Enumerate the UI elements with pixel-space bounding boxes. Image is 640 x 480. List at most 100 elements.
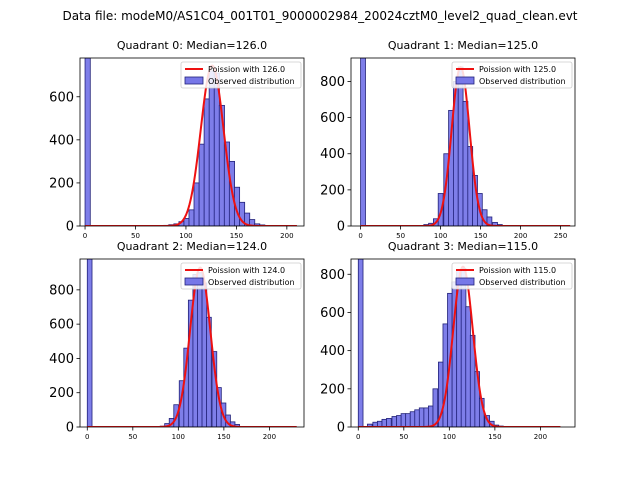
y-tick-label: 800 [49,283,74,298]
y-tick-label: 200 [49,386,74,401]
y-tick-label: 600 [320,111,345,126]
x-tick-label: 50 [131,232,140,240]
subplot-grid: 0 50 100 150 200 0 200 400 600 Quadrant 0: Median… [49,39,576,441]
histogram-bar [381,418,388,427]
legend-box [180,61,302,89]
subplot-title: Quadrant 2: Median=124.0 [117,240,267,253]
plot-area [357,259,561,427]
y-tick-label: 600 [49,90,74,105]
x-tick-label: 250 [554,232,567,240]
histogram-bar [400,413,407,427]
y-tick-label: 400 [320,344,345,359]
legend-bar-swatch [455,76,475,85]
subplot-quadrant-3: 0 50 100 150 200 0 200 400 600 800 Quadrant 3: Med… [320,240,576,441]
plot-area [84,58,297,226]
x-tick-label: 150 [217,433,230,441]
histogram-bar [396,415,402,427]
legend-label: Observed distribution [208,278,295,287]
histogram-bar [84,58,91,226]
x-tick-label: 100 [172,433,185,441]
histogram-bar [360,58,366,226]
x-tick-label: 150 [230,232,243,240]
histogram-bar [460,268,467,427]
axes-frame [350,258,576,428]
x-tick-label: 100 [434,232,447,240]
y-tick-label: 0 [337,220,345,235]
subplot-title: Quadrant 0: Median=126.0 [117,39,267,52]
subplot-title: Quadrant 3: Median=115.0 [388,240,538,253]
y-tick-label: 200 [320,183,345,198]
legend-box [451,61,573,89]
y-tick-label: 800 [320,75,345,90]
axes-frame [79,57,305,227]
legend-label: Poission with 126.0 [208,65,285,74]
poisson-curve [87,266,297,427]
y-tick-label: 0 [337,421,345,436]
legend-label: Observed distribution [208,77,295,86]
histogram-bar [201,282,208,427]
subplot-quadrant-0: 0 50 100 150 200 0 200 400 600 Quadrant 0: Median… [49,39,305,240]
subplot-title: Quadrant 1: Median=125.0 [388,39,538,52]
y-tick-label: 600 [49,318,74,333]
legend-bar-swatch [455,277,475,286]
legend: Poission with 126.0 Observed distribution [180,61,302,89]
poisson-curve [85,64,297,226]
histogram-bar [183,218,190,226]
histogram-bar [86,259,93,427]
axes-frame [350,57,576,227]
x-tick-label: 0 [358,232,362,240]
histogram-bar [414,409,420,427]
x-tick-label: 50 [399,433,408,441]
y-tick-label: 200 [49,176,74,191]
histogram-bar [442,323,449,427]
x-tick-label: 200 [263,433,276,441]
x-tick-label: 200 [534,433,547,441]
histogram-bar [486,216,493,226]
histogram-bar [405,413,411,427]
y-tick-label: 400 [49,352,74,367]
histogram-bar [423,407,429,427]
histogram-bar [427,405,434,427]
x-tick-label: 150 [474,232,487,240]
histogram-bar [409,411,416,427]
legend: Poission with 124.0 Observed distribution [180,262,302,290]
legend-bar-swatch [184,277,204,286]
histogram-bar [208,70,215,226]
legend-label: Poission with 124.0 [208,266,285,275]
x-tick-label: 200 [514,232,527,240]
y-tick-label: 600 [320,306,345,321]
legend-box [180,262,302,290]
y-tick-label: 0 [66,220,74,235]
y-tick-label: 400 [320,147,345,162]
figure-title: Data file: modeM0/AS1C04_001T01_90000029… [62,9,577,23]
histogram-bar [357,259,364,427]
y-tick-label: 400 [49,133,74,148]
legend-label: Poission with 115.0 [479,266,556,275]
x-tick-label: 50 [128,433,137,441]
histogram-bar [197,272,203,427]
y-tick-label: 200 [320,382,345,397]
subplot-quadrant-1: 0 50 100 150 200 250 0 200 400 600 800 Quadrant 1: … [320,39,576,240]
legend: Poission with 125.0 Observed distribution [451,61,573,89]
legend-label: Observed distribution [479,77,566,86]
axes-frame [79,258,305,428]
x-tick-label: 200 [280,232,293,240]
legend-label: Observed distribution [479,278,566,287]
x-tick-label: 0 [85,433,89,441]
plot-area [86,259,297,427]
x-tick-label: 100 [443,433,456,441]
y-tick-label: 800 [320,268,345,283]
legend: Poission with 115.0 Observed distribution [451,262,573,290]
histogram-bar [391,416,398,427]
histogram-bar [203,98,210,226]
histogram-bar [418,407,425,427]
x-tick-label: 150 [488,433,501,441]
histogram-bar [462,100,469,226]
histogram-bar [188,209,195,226]
legend-bar-swatch [184,76,204,85]
legend-box [451,262,573,290]
histogram-bar [193,182,200,226]
x-tick-label: 100 [179,232,192,240]
legend-label: Poission with 125.0 [479,65,556,74]
